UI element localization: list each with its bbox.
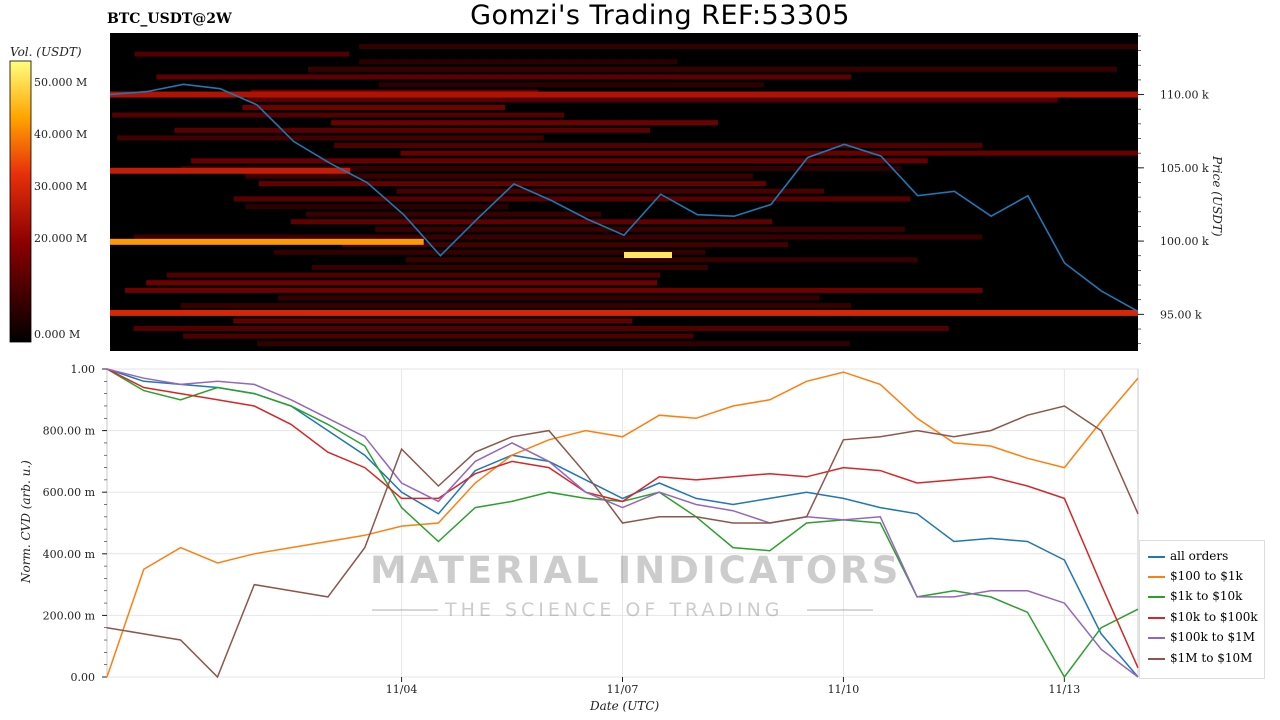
legend-item: $100 to $1k: [1148, 569, 1243, 585]
price-tick-label: 110.00 k: [1160, 89, 1209, 102]
liquidity-band: [405, 257, 918, 263]
series-line: [106, 405, 1139, 679]
colorbar-tick-label: 50.000 M: [34, 76, 87, 89]
colorbar-label: Vol. (USDT): [10, 45, 82, 59]
cvd-line-plot: 0.00 200.00 m 400.00 m 600.00 m 800.00 m 1.00…: [43, 363, 1139, 696]
liquidity-band: [233, 196, 911, 202]
legend-item: $1k to $10k: [1148, 589, 1242, 605]
legend-item: all orders: [1148, 549, 1228, 565]
liquidity-band: [341, 242, 789, 248]
colorbar-tick-label: 40.000 M: [34, 128, 87, 141]
liquidity-band: [400, 150, 1139, 156]
liquidity-band: [112, 112, 564, 118]
liquidity-band: [242, 104, 505, 110]
liquidity-band: [246, 97, 1058, 103]
liquidity-band: [245, 204, 509, 210]
liquidity-band: [311, 264, 709, 270]
liquidity-band: [110, 309, 1138, 316]
legend-label: $1k to $10k: [1170, 589, 1243, 603]
y-tick-label: 0.00: [71, 671, 96, 684]
liquidity-band: [396, 188, 825, 194]
liquidity-band: [174, 127, 651, 133]
colorbar-tick-label: 30.000 M: [34, 180, 87, 193]
pair-label: BTC_USDT@2W: [107, 11, 232, 27]
liquidity-band: [624, 252, 672, 259]
price-line: [109, 83, 1139, 313]
liquidity-band: [181, 165, 902, 171]
legend-label: all orders: [1170, 549, 1229, 563]
liquidity-band: [146, 280, 658, 286]
watermark-tagline: THE SCIENCE OF TRADING: [445, 599, 784, 621]
liquidity-band: [133, 234, 983, 240]
liquidity-band: [245, 173, 753, 179]
y-tick-label: 400.00 m: [43, 548, 96, 561]
series-line: [106, 371, 1139, 678]
chart-title: Gomzi's Trading REF:53305: [470, 0, 850, 31]
liquidity-band: [278, 295, 820, 301]
y-tick-label: 200.00 m: [43, 609, 96, 622]
liquidity-band: [110, 91, 1138, 98]
liquidity-band: [156, 74, 852, 80]
colorbar-tick-label: 20.000 M: [34, 232, 87, 245]
series-line: [106, 368, 1139, 669]
liquidity-band: [359, 43, 1139, 49]
legend-item: $1M to $10M: [1148, 651, 1252, 667]
legend-label: $100k to $1M: [1170, 630, 1256, 644]
y-tick-label: 800.00 m: [43, 425, 96, 438]
liquidity-band: [134, 51, 350, 57]
liquidity-band: [233, 318, 633, 324]
liquidity-band: [257, 341, 850, 347]
colorbar-tick-label: 0.000 M: [34, 328, 80, 341]
colorbar-gradient: [9, 60, 32, 343]
x-axis-label: Date (UTC): [590, 699, 660, 713]
y-tick-label: 1.00: [71, 363, 96, 376]
volume-colorbar: 0.000 M 20.000 M 30.000 M 40.000 M 50.000 M: [9, 60, 87, 343]
liquidity-band: [290, 219, 773, 225]
liquidity-band: [180, 303, 851, 309]
liquidity-band: [110, 167, 351, 174]
legend-label: $100 to $1k: [1170, 569, 1243, 583]
legend-item: $10k to $100k: [1148, 610, 1258, 626]
price-tick-label: 100.00 k: [1160, 235, 1209, 248]
liquidity-band: [308, 66, 1117, 72]
legend-label: $1M to $10M: [1170, 651, 1253, 665]
liquidity-band: [305, 211, 602, 217]
liquidity-band: [334, 143, 983, 149]
liquidity-band: [359, 59, 678, 65]
price-tick-label: 95.00 k: [1160, 308, 1202, 321]
cvd-axis-label: Norm. CVD (arb. u.): [19, 460, 33, 583]
price-axis-label: Price (USDT): [1210, 156, 1224, 237]
legend-label: $10k to $100k: [1170, 610, 1258, 624]
liquidity-band: [183, 333, 694, 339]
legend: all orders $100 to $1k $1k to $10k $10k …: [1139, 540, 1265, 679]
x-tick-label: 11/13: [1049, 683, 1081, 696]
x-tick-label: 11/04: [386, 683, 418, 696]
liquidity-band: [375, 226, 905, 232]
liquidity-band: [258, 181, 766, 187]
liquidity-band: [166, 272, 661, 278]
x-tick-label: 11/07: [607, 683, 639, 696]
orderbook-heatmap: 95.00 k 100.00 k 105.00 k 110.00 k: [109, 33, 1209, 351]
liquidity-band: [378, 82, 765, 88]
series-line: [106, 368, 1139, 678]
y-tick-label: 600.00 m: [43, 486, 96, 499]
liquidity-band: [125, 287, 983, 293]
watermark-brand: MATERIAL INDICATORS: [370, 549, 902, 592]
x-tick-label: 11/10: [828, 683, 860, 696]
watermark-rule-right: [807, 609, 873, 611]
liquidity-band: [274, 249, 706, 255]
legend-item: $100k to $1M: [1148, 630, 1255, 646]
price-tick-label: 105.00 k: [1160, 162, 1209, 175]
watermark-rule-left: [372, 609, 438, 611]
liquidity-band: [331, 120, 718, 126]
liquidity-band: [191, 158, 928, 164]
liquidity-band: [133, 325, 949, 331]
liquidity-band: [110, 238, 424, 245]
liquidity-band: [117, 135, 544, 141]
